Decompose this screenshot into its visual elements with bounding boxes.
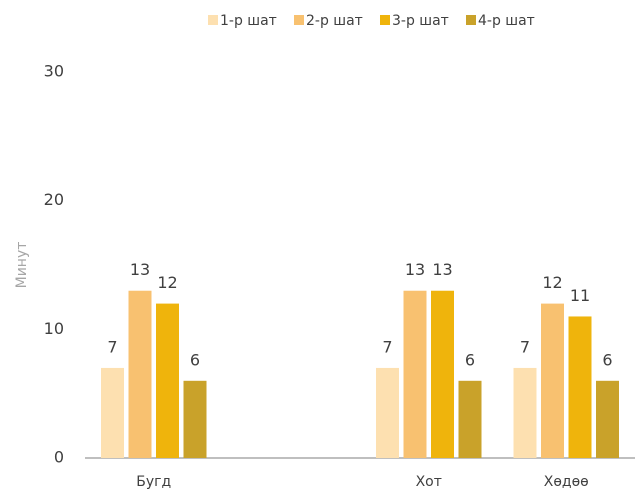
data-label: 13 [432, 260, 452, 279]
bar [128, 290, 152, 458]
data-label: 7 [382, 337, 392, 356]
legend-swatch [208, 15, 218, 25]
x-tick-label: Хөдөө [544, 474, 589, 490]
data-label: 11 [570, 286, 590, 305]
bar [403, 290, 427, 458]
bar [541, 303, 564, 458]
y-tick-label: 20 [44, 190, 64, 209]
legend-label: 2-р шат [306, 13, 363, 29]
bar [101, 367, 124, 458]
data-label: 6 [602, 350, 612, 369]
legend-label: 3-р шат [392, 13, 449, 29]
bar [156, 303, 179, 458]
data-label: 12 [542, 273, 562, 292]
data-label: 13 [130, 260, 150, 279]
y-tick-label: 0 [54, 448, 64, 467]
bar [376, 367, 399, 458]
bar [596, 380, 619, 458]
bar [513, 367, 537, 458]
bar [183, 380, 207, 458]
x-tick-label: Хот [416, 474, 442, 490]
x-tick-label: Бугд [136, 474, 171, 490]
data-label: 6 [465, 350, 475, 369]
legend-label: 1-р шат [220, 13, 277, 29]
data-label: 12 [157, 273, 177, 292]
y-tick-label: 30 [44, 62, 64, 81]
data-label: 7 [520, 337, 530, 356]
bar [458, 380, 482, 458]
data-label: 13 [405, 260, 425, 279]
legend-swatch [466, 15, 476, 25]
bar [431, 290, 454, 458]
legend-swatch [294, 15, 304, 25]
bar [568, 316, 592, 458]
data-label: 7 [107, 337, 117, 356]
data-label: 6 [190, 350, 200, 369]
legend-label: 4-р шат [478, 13, 535, 29]
y-tick-label: 10 [44, 319, 64, 338]
legend-swatch [380, 15, 390, 25]
y-axis-label: Минут [14, 242, 30, 289]
